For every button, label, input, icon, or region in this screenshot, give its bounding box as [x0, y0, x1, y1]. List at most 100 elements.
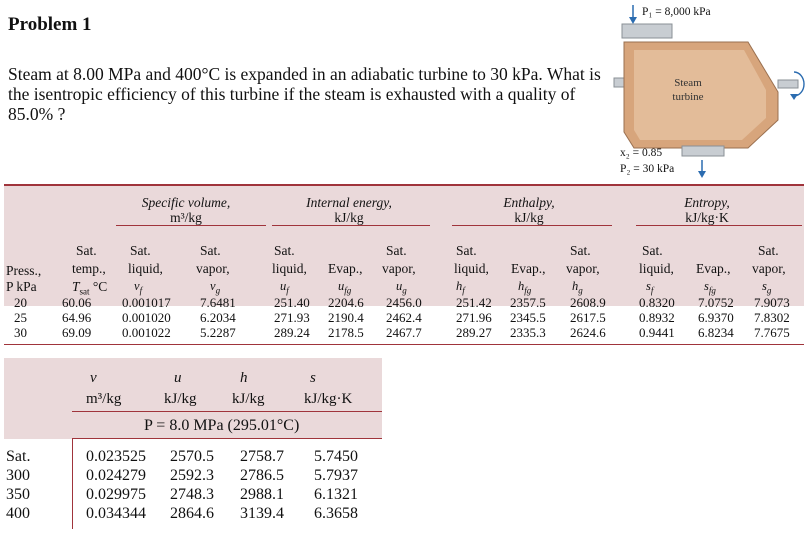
sat-cell-vg: 5.2287	[200, 325, 236, 340]
problem-statement: Steam at 8.00 MPa and 400°C is expanded …	[8, 64, 601, 124]
superheated-steam-table: v u h s m³/kg kJ/kg kJ/kg kJ/kg·K P = 8.…	[4, 358, 384, 533]
sat-cell-hfg: 2335.3	[510, 325, 546, 340]
sh-sym-s: s	[310, 370, 316, 386]
sh-vertical-rule	[72, 439, 73, 529]
rotation-arrow	[793, 71, 805, 97]
sh-cell-temperature: 400	[6, 505, 30, 522]
sh-cell-h: 2988.1	[240, 486, 284, 503]
sat-cell-sat-temp: 60.06	[62, 295, 92, 310]
group-enthalpy: Enthalpy, kJ/kg	[503, 195, 555, 225]
sat-cell-ug: 2467.7	[386, 325, 422, 340]
sat-cell-hg: 2617.5	[570, 310, 606, 325]
sh-cell-s: 5.7450	[314, 448, 358, 465]
col-head-vf: Sat.	[130, 243, 151, 258]
turbine-label-line1: Steam	[674, 77, 702, 89]
inlet-pressure-label: P₁ = 8,000 kPa	[642, 6, 711, 18]
sat-cell-uf: 271.93	[274, 310, 310, 325]
sat-cell-ug: 2462.4	[386, 310, 422, 325]
sh-cell-temperature: 350	[6, 486, 30, 503]
sat-cell-sat-temp: 64.96	[62, 310, 92, 325]
sh-cell-v: 0.034344	[86, 505, 146, 522]
sat-cell-hf: 251.42	[456, 295, 492, 310]
sh-cell-u: 2570.5	[170, 448, 214, 465]
sat-cell-sg: 7.7675	[754, 325, 790, 340]
sh-cell-v: 0.029975	[86, 486, 146, 503]
problem-title: Problem 1	[8, 14, 92, 35]
inlet-arrow-head	[629, 17, 637, 24]
sh-cell-temperature: 300	[6, 467, 30, 484]
col-head-sg: Sat.	[758, 243, 779, 258]
table-bottom-rule	[4, 344, 804, 345]
outlet-pipe	[681, 145, 725, 157]
sat-cell-hfg: 2357.5	[510, 295, 546, 310]
sh-pressure-heading: P = 8.0 MPa (295.01°C)	[144, 417, 300, 434]
col-head-ufg: Evap.,	[328, 261, 363, 276]
sat-cell-sg: 7.8302	[754, 310, 790, 325]
sh-cell-u: 2864.6	[170, 505, 214, 522]
sat-cell-pressure: 25	[14, 310, 27, 325]
col-head-sat-temp: Sat.	[76, 243, 97, 258]
sh-header-background	[4, 358, 382, 439]
sh-cell-h: 2758.7	[240, 448, 284, 465]
sh-cell-h: 2786.5	[240, 467, 284, 484]
col-head-press: Press.,	[6, 263, 42, 278]
sat-cell-sfg: 6.9370	[698, 310, 734, 325]
turbine-label-line2: turbine	[672, 91, 703, 103]
col-head-ug: Sat.	[386, 243, 407, 258]
sh-unit-u: kJ/kg	[164, 391, 197, 407]
sat-cell-sfg: 7.0752	[698, 295, 734, 310]
sat-cell-hfg: 2345.5	[510, 310, 546, 325]
outlet-pressure-label: P₂ = 30 kPa	[620, 163, 674, 175]
group-entropy: Entropy, kJ/kg·K	[684, 195, 730, 225]
shaft-right	[777, 79, 799, 89]
sh-cell-temperature: Sat.	[6, 448, 31, 465]
table-top-rule	[4, 184, 804, 186]
sat-cell-hf: 271.96	[456, 310, 492, 325]
sh-unit-h: kJ/kg	[232, 391, 265, 407]
col-head-hfg: Evap.,	[511, 261, 546, 276]
sat-cell-sg: 7.9073	[754, 295, 790, 310]
col-head-hg: Sat.	[570, 243, 591, 258]
sat-cell-pressure: 20	[14, 295, 27, 310]
col-head-sf: Sat.	[642, 243, 663, 258]
sat-cell-sf: 0.9441	[639, 325, 675, 340]
saturated-water-table: Specific volume, m³/kg Internal energy, …	[4, 184, 804, 346]
sh-cell-u: 2748.3	[170, 486, 214, 503]
sat-cell-sf: 0.8932	[639, 310, 675, 325]
sh-sym-h: h	[240, 370, 248, 386]
sat-cell-vf: 0.001017	[122, 295, 171, 310]
table-header-background	[4, 184, 804, 306]
sh-cell-h: 3139.4	[240, 505, 284, 522]
inlet-pipe	[621, 23, 673, 39]
sat-cell-ufg: 2178.5	[328, 325, 364, 340]
sh-cell-s: 6.1321	[314, 486, 358, 503]
sat-cell-vg: 7.6481	[200, 295, 236, 310]
sh-cell-v: 0.024279	[86, 467, 146, 484]
sat-cell-pressure: 30	[14, 325, 27, 340]
sat-cell-vf: 0.001020	[122, 310, 171, 325]
sat-cell-hg: 2608.9	[570, 295, 606, 310]
sh-unit-s: kJ/kg·K	[304, 391, 353, 407]
col-head-uf: Sat.	[274, 243, 295, 258]
sat-cell-hf: 289.27	[456, 325, 492, 340]
sh-cell-s: 5.7937	[314, 467, 358, 484]
sh-sym-u: u	[174, 370, 182, 386]
sh-cell-s: 6.3658	[314, 505, 358, 522]
sat-cell-vf: 0.001022	[122, 325, 171, 340]
sat-cell-sf: 0.8320	[639, 295, 675, 310]
group-internal-energy: Internal energy, kJ/kg	[306, 195, 392, 225]
col-head-hf: Sat.	[456, 243, 477, 258]
sat-cell-vg: 6.2034	[200, 310, 236, 325]
col-head-sfg: Evap.,	[696, 261, 731, 276]
outlet-quality-label: x₂ = 0.85	[620, 147, 662, 159]
turbine-diagram: P₁ = 8,000 kPa Steam turbine x₂ = 0.85 P…	[613, 5, 805, 178]
sat-cell-sfg: 6.8234	[698, 325, 734, 340]
sat-cell-uf: 289.24	[274, 325, 310, 340]
sat-cell-uf: 251.40	[274, 295, 310, 310]
sat-cell-ufg: 2204.6	[328, 295, 364, 310]
sat-cell-hg: 2624.6	[570, 325, 606, 340]
group-specific-volume: Specific volume, m³/kg	[141, 195, 231, 225]
sat-cell-ug: 2456.0	[386, 295, 422, 310]
sh-cell-u: 2592.3	[170, 467, 214, 484]
sh-sym-v: v	[90, 370, 97, 386]
